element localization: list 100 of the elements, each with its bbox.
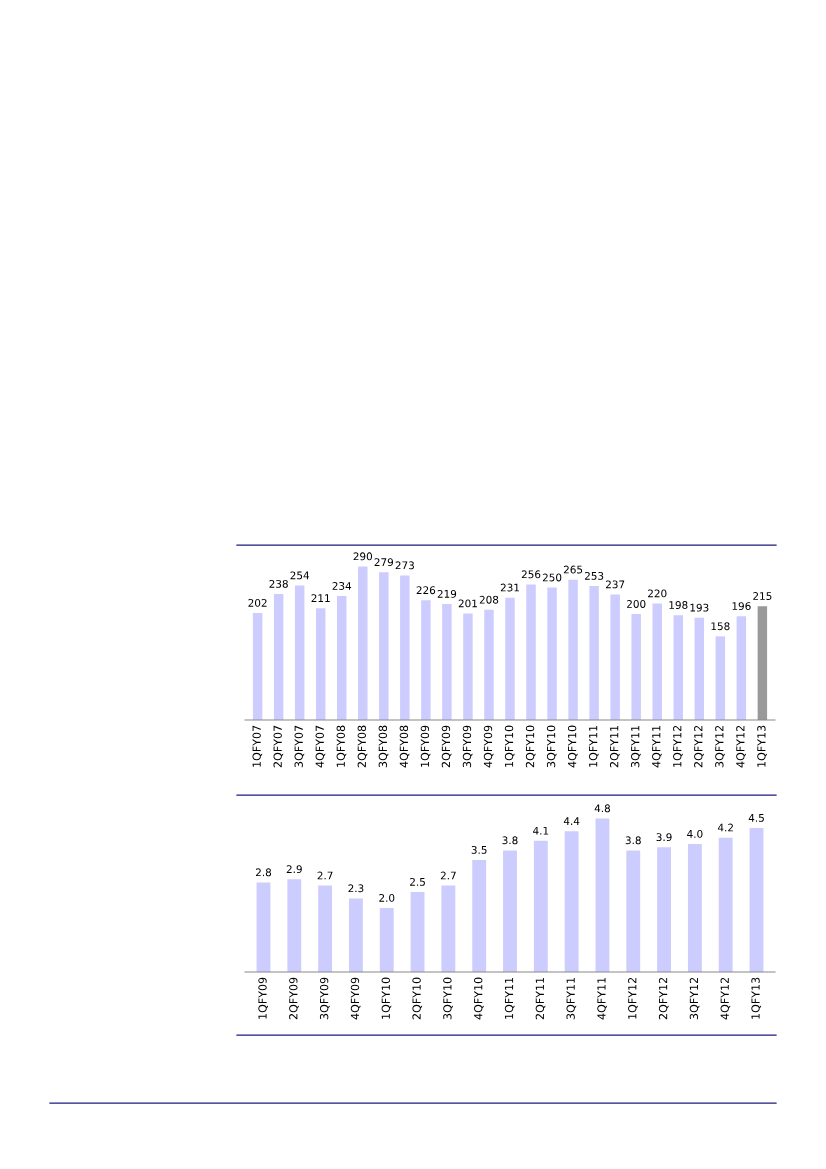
bar <box>673 615 683 720</box>
bar <box>736 616 747 720</box>
bar <box>287 879 302 972</box>
data-label: 4.5 <box>748 814 764 822</box>
bar <box>547 587 557 720</box>
bar <box>294 585 305 720</box>
x-tick-label: 4QFY07 <box>315 725 326 768</box>
x-tick-label: 1QFY13 <box>751 977 762 1019</box>
x-tick-label: 2QFY12 <box>658 977 669 1020</box>
x-tick-label: 1QFY10 <box>381 977 392 1019</box>
data-label: 4.2 <box>717 823 733 832</box>
bar <box>358 566 368 720</box>
bar <box>589 586 599 720</box>
x-tick-label: 3QFY10 <box>546 725 557 768</box>
data-label: 198 <box>669 601 688 609</box>
data-label: 193 <box>690 603 709 612</box>
bar <box>757 606 768 720</box>
bar <box>626 850 641 972</box>
data-label: 2.3 <box>348 884 364 893</box>
x-tick-label: 4QFY11 <box>597 977 607 1020</box>
data-label: 3.8 <box>502 836 518 845</box>
bar <box>595 818 610 972</box>
x-tick-label: 4QFY12 <box>720 977 731 1020</box>
x-tick-label: 3QFY08 <box>378 725 389 768</box>
x-tick-label: 4QFY09 <box>350 977 361 1020</box>
data-label: 2.7 <box>440 871 456 880</box>
bar <box>564 831 579 972</box>
bar <box>472 860 487 972</box>
data-label: 250 <box>542 573 562 582</box>
data-label: 254 <box>290 571 310 580</box>
bar <box>484 609 494 720</box>
data-label: 253 <box>584 571 604 580</box>
bar <box>337 596 347 720</box>
x-tick-label: 3QFY07 <box>294 725 305 768</box>
bar <box>657 847 671 972</box>
data-label: 237 <box>605 580 625 589</box>
bar <box>410 892 425 972</box>
data-label: 256 <box>521 570 541 579</box>
data-label: 219 <box>437 589 457 598</box>
bar <box>400 575 410 720</box>
x-tick-label: 4QFY11 <box>652 725 662 768</box>
x-tick-label: 3QFY09 <box>319 977 330 1020</box>
x-tick-label: 3QFY11 <box>631 725 641 768</box>
data-label: 2.7 <box>317 871 333 880</box>
data-label: 4.8 <box>594 804 611 813</box>
bar <box>610 594 620 720</box>
data-label: 220 <box>648 589 667 598</box>
data-label: 158 <box>711 622 730 631</box>
bar <box>273 593 284 720</box>
data-label: 234 <box>332 582 352 590</box>
data-label: 226 <box>416 586 436 595</box>
x-tick-label: 2QFY07 <box>273 725 284 768</box>
x-tick-label: 1QFY13 <box>757 725 767 767</box>
bar <box>533 840 548 972</box>
x-tick-label: 2QFY09 <box>289 977 299 1020</box>
bar <box>256 882 271 972</box>
bar <box>463 613 473 720</box>
x-tick-label: 3QFY12 <box>689 977 700 1020</box>
data-label: 231 <box>500 583 519 592</box>
x-tick-label: 1QFY12 <box>628 977 638 1019</box>
bar <box>318 885 333 972</box>
bar <box>421 600 431 720</box>
x-tick-label: 1QFY07 <box>252 725 263 767</box>
bar <box>349 898 363 972</box>
data-label: 4.4 <box>563 817 580 825</box>
x-tick-label: 1QFY08 <box>336 725 347 767</box>
x-tick-label: 4QFY10 <box>567 725 578 768</box>
x-tick-label: 3QFY12 <box>715 725 725 768</box>
data-label: 2.9 <box>286 865 302 874</box>
bar <box>715 636 726 720</box>
bar <box>687 844 702 972</box>
bar <box>252 613 263 720</box>
x-tick-label: 2QFY10 <box>525 725 536 768</box>
data-label: 3.9 <box>656 833 672 842</box>
x-tick-label: 3QFY10 <box>443 977 453 1020</box>
bar <box>749 828 764 972</box>
bar <box>503 850 517 972</box>
x-tick-label: 4QFY12 <box>736 725 746 768</box>
data-label: 273 <box>395 561 414 570</box>
x-tick-label: 3QFY09 <box>462 725 473 768</box>
x-tick-label: 2QFY12 <box>694 725 704 768</box>
data-label: 211 <box>311 594 330 602</box>
bar <box>441 885 456 972</box>
x-tick-label: 2QFY11 <box>535 977 546 1020</box>
x-tick-label: 4QFY10 <box>474 977 484 1020</box>
bar <box>652 603 662 720</box>
x-tick-label: 1QFY12 <box>673 725 683 767</box>
x-tick-label: 3QFY11 <box>566 977 577 1020</box>
data-label: 4.1 <box>533 826 549 835</box>
x-tick-label: 2QFY10 <box>412 977 423 1020</box>
bar <box>379 908 394 972</box>
bar <box>379 572 389 720</box>
x-tick-label: 1QFY10 <box>504 725 515 767</box>
x-tick-label: 1QFY09 <box>420 725 431 767</box>
x-tick-label: 4QFY09 <box>483 725 494 768</box>
bar <box>526 584 536 720</box>
data-label: 215 <box>753 592 772 600</box>
bar <box>442 604 452 720</box>
data-label: 4.0 <box>687 829 703 838</box>
bar <box>718 837 733 972</box>
